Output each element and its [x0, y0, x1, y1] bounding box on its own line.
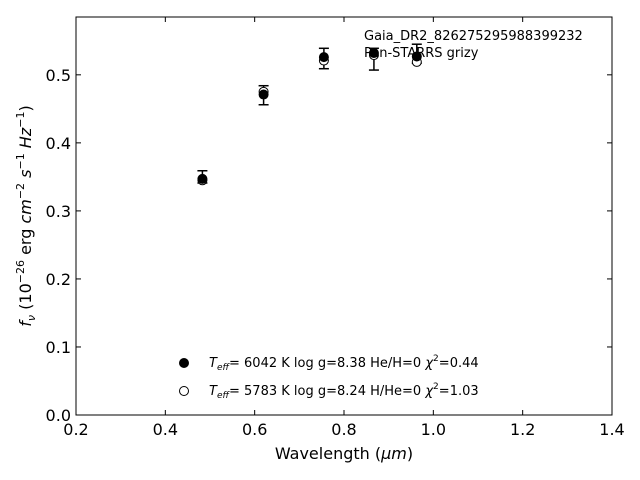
model-point-filled — [318, 52, 329, 63]
model-point-filled — [411, 51, 422, 62]
x-axis-label: Wavelength (μm) — [275, 444, 413, 463]
annotation-survey: Pan-STARRS grizy — [364, 46, 479, 61]
plot-area: 0.2 0.4 0.6 0.8 1.0 1.2 1.4 0.0 0.1 0.2 0.3 0.4 0.5 — [46, 16, 625, 439]
model-point-filled — [368, 48, 379, 59]
y-tick-label: 0.4 — [46, 134, 71, 153]
y-tick-label: 0.2 — [46, 270, 71, 289]
legend-entry-1: Teff= 6042 K log g=8.38 He/H=0 χ2=0.44 — [209, 354, 479, 373]
model-point-filled — [258, 89, 269, 100]
x-tick-label: 0.2 — [63, 420, 88, 439]
legend: Teff= 6042 K log g=8.38 He/H=0 χ2=0.44 T… — [179, 354, 479, 401]
x-tick-label: 1.0 — [421, 420, 446, 439]
x-tick-label: 0.4 — [153, 420, 178, 439]
y-axis-label: fν (10−26 erg cm−2 s−1 Hz−1) — [14, 105, 38, 326]
model-point-filled — [197, 173, 208, 184]
x-axis-label-main: Wavelength ( — [275, 444, 381, 463]
annotation-object-name: Gaia_DR2_826275295988399232 — [364, 29, 583, 44]
y-tick-label: 0.0 — [46, 406, 71, 425]
legend-marker-filled — [179, 358, 189, 368]
x-axis-label-close: ) — [407, 444, 413, 463]
legend-entry-2: Teff= 5783 K log g=8.24 H/He=0 χ2=1.03 — [209, 382, 479, 401]
legend-marker-open — [179, 386, 189, 396]
x-tick-label: 0.8 — [331, 420, 356, 439]
x-tick-label: 1.2 — [510, 420, 535, 439]
x-tick-label: 0.6 — [242, 420, 267, 439]
y-axis-label-text: fν (10−26 erg cm−2 s−1 Hz−1) — [14, 105, 38, 326]
y-tick-label: 0.3 — [46, 202, 71, 221]
y-tick-label: 0.5 — [46, 66, 71, 85]
y-tick-label: 0.1 — [46, 338, 71, 357]
x-tick-label: 1.4 — [599, 420, 624, 439]
x-axis-label-unit: μm — [380, 444, 407, 463]
